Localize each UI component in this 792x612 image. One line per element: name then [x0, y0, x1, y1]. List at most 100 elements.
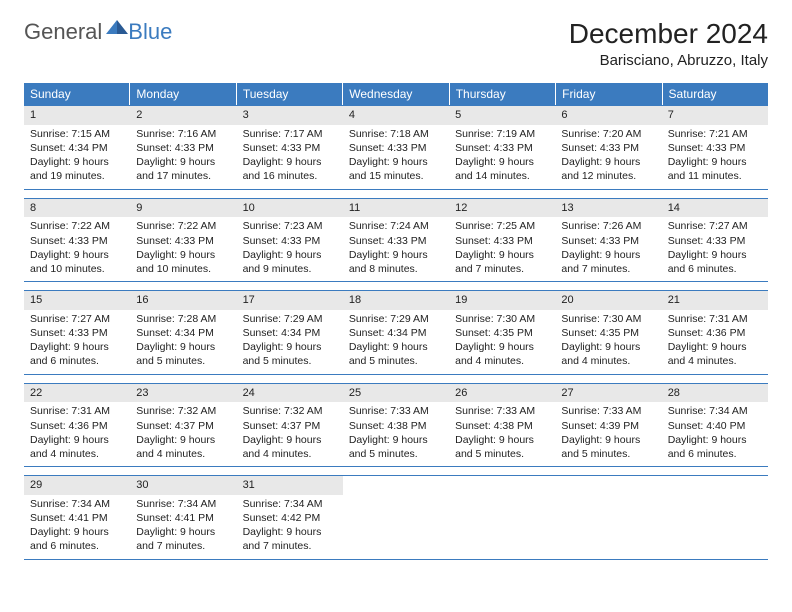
day-info: Sunrise: 7:18 AMSunset: 4:33 PMDaylight:… [349, 127, 443, 184]
day-number: 21 [662, 291, 768, 310]
day-number: 16 [130, 291, 236, 310]
day-info: Sunrise: 7:22 AMSunset: 4:33 PMDaylight:… [136, 219, 230, 276]
day-number: 28 [662, 384, 768, 403]
day-cell: 24Sunrise: 7:32 AMSunset: 4:37 PMDayligh… [237, 384, 343, 467]
day-number: 30 [130, 476, 236, 495]
day-info: Sunrise: 7:32 AMSunset: 4:37 PMDaylight:… [243, 404, 337, 461]
day-info: Sunrise: 7:34 AMSunset: 4:41 PMDaylight:… [30, 497, 124, 554]
weekday-header: Sunday [24, 83, 130, 105]
day-cell: 25Sunrise: 7:33 AMSunset: 4:38 PMDayligh… [343, 384, 449, 467]
weekday-header: Tuesday [237, 83, 343, 105]
day-cell: 27Sunrise: 7:33 AMSunset: 4:39 PMDayligh… [555, 384, 661, 467]
day-info: Sunrise: 7:27 AMSunset: 4:33 PMDaylight:… [30, 312, 124, 369]
month-title: December 2024 [569, 18, 768, 50]
day-number: 12 [449, 199, 555, 218]
day-info: Sunrise: 7:30 AMSunset: 4:35 PMDaylight:… [455, 312, 549, 369]
day-info: Sunrise: 7:27 AMSunset: 4:33 PMDaylight:… [668, 219, 762, 276]
day-cell: 7 Sunrise: 7:21 AMSunset: 4:33 PMDaylight… [662, 106, 768, 189]
day-cell: 3 Sunrise: 7:17 AMSunset: 4:33 PMDaylight… [237, 106, 343, 189]
day-number: 15 [24, 291, 130, 310]
day-cell: 20 Sunrise: 7:30 AMSunset: 4:35 PMDayligh… [555, 291, 661, 374]
weekday-header: Friday [556, 83, 662, 105]
logo-text-blue: Blue [128, 19, 172, 45]
day-number: 2 [130, 106, 236, 125]
day-number: 6 [555, 106, 661, 125]
day-number: 25 [343, 384, 449, 403]
day-cell: 29 Sunrise: 7:34 AMSunset: 4:41 PMDayligh… [24, 476, 130, 559]
day-cell: 14Sunrise: 7:27 AMSunset: 4:33 PMDayligh… [662, 199, 768, 282]
day-cell: 28Sunrise: 7:34 AMSunset: 4:40 PMDayligh… [662, 384, 768, 467]
day-number: 27 [555, 384, 661, 403]
day-number: 13 [555, 199, 661, 218]
week-row: 1 Sunrise: 7:15 AMSunset: 4:34 PMDaylight… [24, 105, 768, 190]
day-cell: 8Sunrise: 7:22 AMSunset: 4:33 PMDaylight… [24, 199, 130, 282]
day-number: 10 [237, 199, 343, 218]
day-number: 4 [343, 106, 449, 125]
weekday-header: Saturday [663, 83, 768, 105]
day-info: Sunrise: 7:26 AMSunset: 4:33 PMDaylight:… [561, 219, 655, 276]
day-number: 14 [662, 199, 768, 218]
day-number: 5 [449, 106, 555, 125]
day-cell: 30 Sunrise: 7:34 AMSunset: 4:41 PMDayligh… [130, 476, 236, 559]
day-info: Sunrise: 7:19 AMSunset: 4:33 PMDaylight:… [455, 127, 549, 184]
day-cell: 12Sunrise: 7:25 AMSunset: 4:33 PMDayligh… [449, 199, 555, 282]
empty-cell [343, 476, 449, 559]
day-info: Sunrise: 7:25 AMSunset: 4:33 PMDaylight:… [455, 219, 549, 276]
day-cell: 2 Sunrise: 7:16 AMSunset: 4:33 PMDaylight… [130, 106, 236, 189]
day-number: 22 [24, 384, 130, 403]
week-row: 15 Sunrise: 7:27 AMSunset: 4:33 PMDayligh… [24, 290, 768, 375]
day-info: Sunrise: 7:16 AMSunset: 4:33 PMDaylight:… [136, 127, 230, 184]
weekday-header: Wednesday [343, 83, 449, 105]
day-cell: 11Sunrise: 7:24 AMSunset: 4:33 PMDayligh… [343, 199, 449, 282]
day-info: Sunrise: 7:17 AMSunset: 4:33 PMDaylight:… [243, 127, 337, 184]
location-text: Barisciano, Abruzzo, Italy [569, 52, 768, 69]
triangle-icon [106, 18, 128, 39]
day-cell: 13Sunrise: 7:26 AMSunset: 4:33 PMDayligh… [555, 199, 661, 282]
day-cell: 23Sunrise: 7:32 AMSunset: 4:37 PMDayligh… [130, 384, 236, 467]
week-row: 29 Sunrise: 7:34 AMSunset: 4:41 PMDayligh… [24, 475, 768, 560]
day-info: Sunrise: 7:33 AMSunset: 4:39 PMDaylight:… [561, 404, 655, 461]
day-info: Sunrise: 7:24 AMSunset: 4:33 PMDaylight:… [349, 219, 443, 276]
day-number: 31 [237, 476, 343, 495]
day-info: Sunrise: 7:34 AMSunset: 4:41 PMDaylight:… [136, 497, 230, 554]
day-number: 24 [237, 384, 343, 403]
day-cell: 10Sunrise: 7:23 AMSunset: 4:33 PMDayligh… [237, 199, 343, 282]
day-number: 19 [449, 291, 555, 310]
weeks-container: 1 Sunrise: 7:15 AMSunset: 4:34 PMDaylight… [24, 105, 768, 560]
day-number: 17 [237, 291, 343, 310]
week-row: 22Sunrise: 7:31 AMSunset: 4:36 PMDayligh… [24, 383, 768, 468]
empty-cell [555, 476, 661, 559]
day-cell: 9Sunrise: 7:22 AMSunset: 4:33 PMDaylight… [130, 199, 236, 282]
day-cell: 31Sunrise: 7:34 AMSunset: 4:42 PMDayligh… [237, 476, 343, 559]
day-info: Sunrise: 7:29 AMSunset: 4:34 PMDaylight:… [349, 312, 443, 369]
day-info: Sunrise: 7:30 AMSunset: 4:35 PMDaylight:… [561, 312, 655, 369]
day-number: 7 [662, 106, 768, 125]
day-info: Sunrise: 7:31 AMSunset: 4:36 PMDaylight:… [30, 404, 124, 461]
day-number: 18 [343, 291, 449, 310]
weekday-header-row: SundayMondayTuesdayWednesdayThursdayFrid… [24, 83, 768, 105]
day-info: Sunrise: 7:33 AMSunset: 4:38 PMDaylight:… [349, 404, 443, 461]
day-cell: 17 Sunrise: 7:29 AMSunset: 4:34 PMDayligh… [237, 291, 343, 374]
day-cell: 6Sunrise: 7:20 AMSunset: 4:33 PMDaylight… [555, 106, 661, 189]
week-row: 8Sunrise: 7:22 AMSunset: 4:33 PMDaylight… [24, 198, 768, 283]
day-cell: 21 Sunrise: 7:31 AMSunset: 4:36 PMDayligh… [662, 291, 768, 374]
day-number: 3 [237, 106, 343, 125]
day-info: Sunrise: 7:28 AMSunset: 4:34 PMDaylight:… [136, 312, 230, 369]
title-block: December 2024 Barisciano, Abruzzo, Italy [569, 18, 768, 69]
empty-cell [662, 476, 768, 559]
day-info: Sunrise: 7:21 AMSunset: 4:33 PMDaylight:… [668, 127, 762, 184]
day-number: 11 [343, 199, 449, 218]
day-info: Sunrise: 7:34 AMSunset: 4:40 PMDaylight:… [668, 404, 762, 461]
day-info: Sunrise: 7:29 AMSunset: 4:34 PMDaylight:… [243, 312, 337, 369]
day-number: 29 [24, 476, 130, 495]
day-info: Sunrise: 7:31 AMSunset: 4:36 PMDaylight:… [668, 312, 762, 369]
day-info: Sunrise: 7:23 AMSunset: 4:33 PMDaylight:… [243, 219, 337, 276]
day-info: Sunrise: 7:32 AMSunset: 4:37 PMDaylight:… [136, 404, 230, 461]
day-number: 23 [130, 384, 236, 403]
day-cell: 15 Sunrise: 7:27 AMSunset: 4:33 PMDayligh… [24, 291, 130, 374]
day-info: Sunrise: 7:15 AMSunset: 4:34 PMDaylight:… [30, 127, 124, 184]
day-number: 1 [24, 106, 130, 125]
day-number: 20 [555, 291, 661, 310]
logo-text-general: General [24, 19, 102, 45]
empty-cell [449, 476, 555, 559]
